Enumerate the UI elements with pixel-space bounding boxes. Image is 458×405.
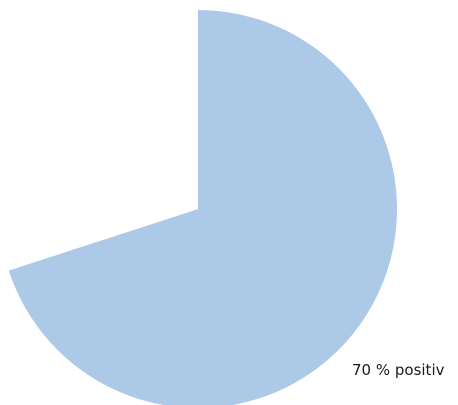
pie-slice-0 — [8, 10, 397, 405]
slice-label-positiv: 70 % positiv — [352, 361, 445, 379]
pie-slice-1 — [0, 10, 198, 271]
pie-slices — [0, 10, 397, 405]
